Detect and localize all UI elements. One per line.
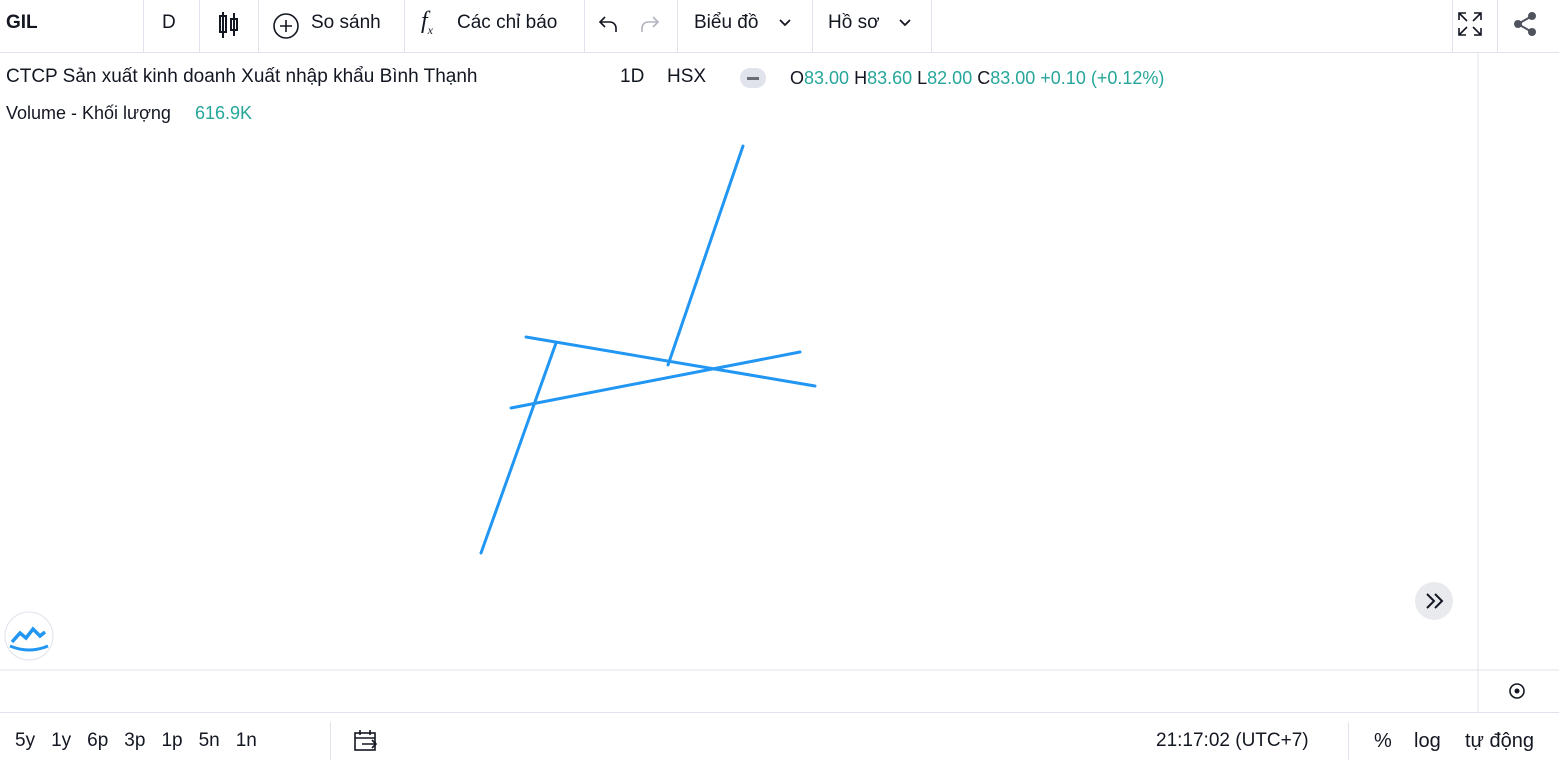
change: +0.10 (+0.12%) bbox=[1040, 68, 1165, 88]
profile-button[interactable]: Hồ sơ bbox=[828, 12, 880, 33]
legend-exchange: HSX bbox=[667, 66, 707, 87]
chevron bbox=[899, 19, 911, 27]
drawings[interactable] bbox=[479, 144, 817, 555]
logo[interactable] bbox=[4, 611, 54, 661]
legend-name: CTCP Sản xuất kinh doanh Xuất nhập khẩu … bbox=[6, 66, 478, 87]
log-toggle[interactable]: log bbox=[1414, 730, 1441, 752]
chart bbox=[0, 52, 1559, 712]
share-icon[interactable] bbox=[1512, 10, 1540, 38]
c-label: C bbox=[977, 68, 991, 88]
footer bbox=[0, 712, 1559, 770]
range-button[interactable]: 5n bbox=[198, 730, 220, 751]
range-button[interactable]: 1p bbox=[161, 730, 183, 751]
auto-toggle[interactable]: tự động bbox=[1465, 730, 1534, 752]
range-button[interactable]: 6p bbox=[87, 730, 109, 751]
candle-icon[interactable] bbox=[216, 10, 242, 40]
range-button[interactable]: 1y bbox=[51, 730, 72, 751]
fx-icon[interactable]: fx bbox=[421, 8, 433, 37]
compare-button[interactable]: So sánh bbox=[311, 12, 381, 33]
o-value: 83.00 bbox=[804, 68, 850, 88]
fullscreen-icon[interactable] bbox=[1456, 10, 1484, 38]
range-button[interactable]: 1n bbox=[235, 730, 257, 751]
compare-icon[interactable] bbox=[272, 12, 300, 40]
o-label: O bbox=[790, 68, 805, 88]
settings-icon[interactable] bbox=[1509, 683, 1525, 699]
h-value: 83.60 bbox=[867, 68, 913, 88]
undo-redo[interactable] bbox=[596, 12, 666, 38]
chart-type-button[interactable]: Biểu đồ bbox=[694, 12, 759, 33]
volume-value: 616.9K bbox=[195, 103, 253, 123]
trend-line[interactable] bbox=[524, 335, 817, 388]
chevron bbox=[779, 19, 791, 27]
goto-date[interactable] bbox=[352, 728, 380, 754]
h-label: H bbox=[854, 68, 868, 88]
toolbar bbox=[0, 0, 1559, 53]
legend-interval: 1D bbox=[620, 66, 645, 87]
range-button[interactable]: 5y bbox=[15, 730, 36, 751]
ohlc: O83.00 H83.60 L82.00 C83.00 +0.10 (+0.12… bbox=[790, 68, 1164, 89]
trend-line[interactable] bbox=[479, 341, 558, 555]
interval[interactable]: D bbox=[162, 12, 176, 33]
indicators-button[interactable]: Các chỉ báo bbox=[457, 12, 558, 33]
trend-line[interactable] bbox=[509, 350, 802, 410]
percent-toggle[interactable]: % bbox=[1374, 730, 1392, 752]
l-value: 82.00 bbox=[927, 68, 973, 88]
clock: 21:17:02 (UTC+7) bbox=[1156, 730, 1309, 751]
c-value: 83.00 bbox=[990, 68, 1036, 88]
scroll-button[interactable] bbox=[1415, 582, 1453, 620]
trend-line[interactable] bbox=[666, 144, 745, 367]
symbol[interactable]: GIL bbox=[6, 12, 38, 33]
l-label: L bbox=[917, 68, 928, 88]
range-list: 5y 1y 6p 3p 1p 5n 1n bbox=[15, 730, 273, 752]
volume-label: Volume - Khối lượng bbox=[6, 103, 171, 123]
hide-button[interactable] bbox=[740, 68, 766, 88]
range-button[interactable]: 3p bbox=[124, 730, 146, 751]
